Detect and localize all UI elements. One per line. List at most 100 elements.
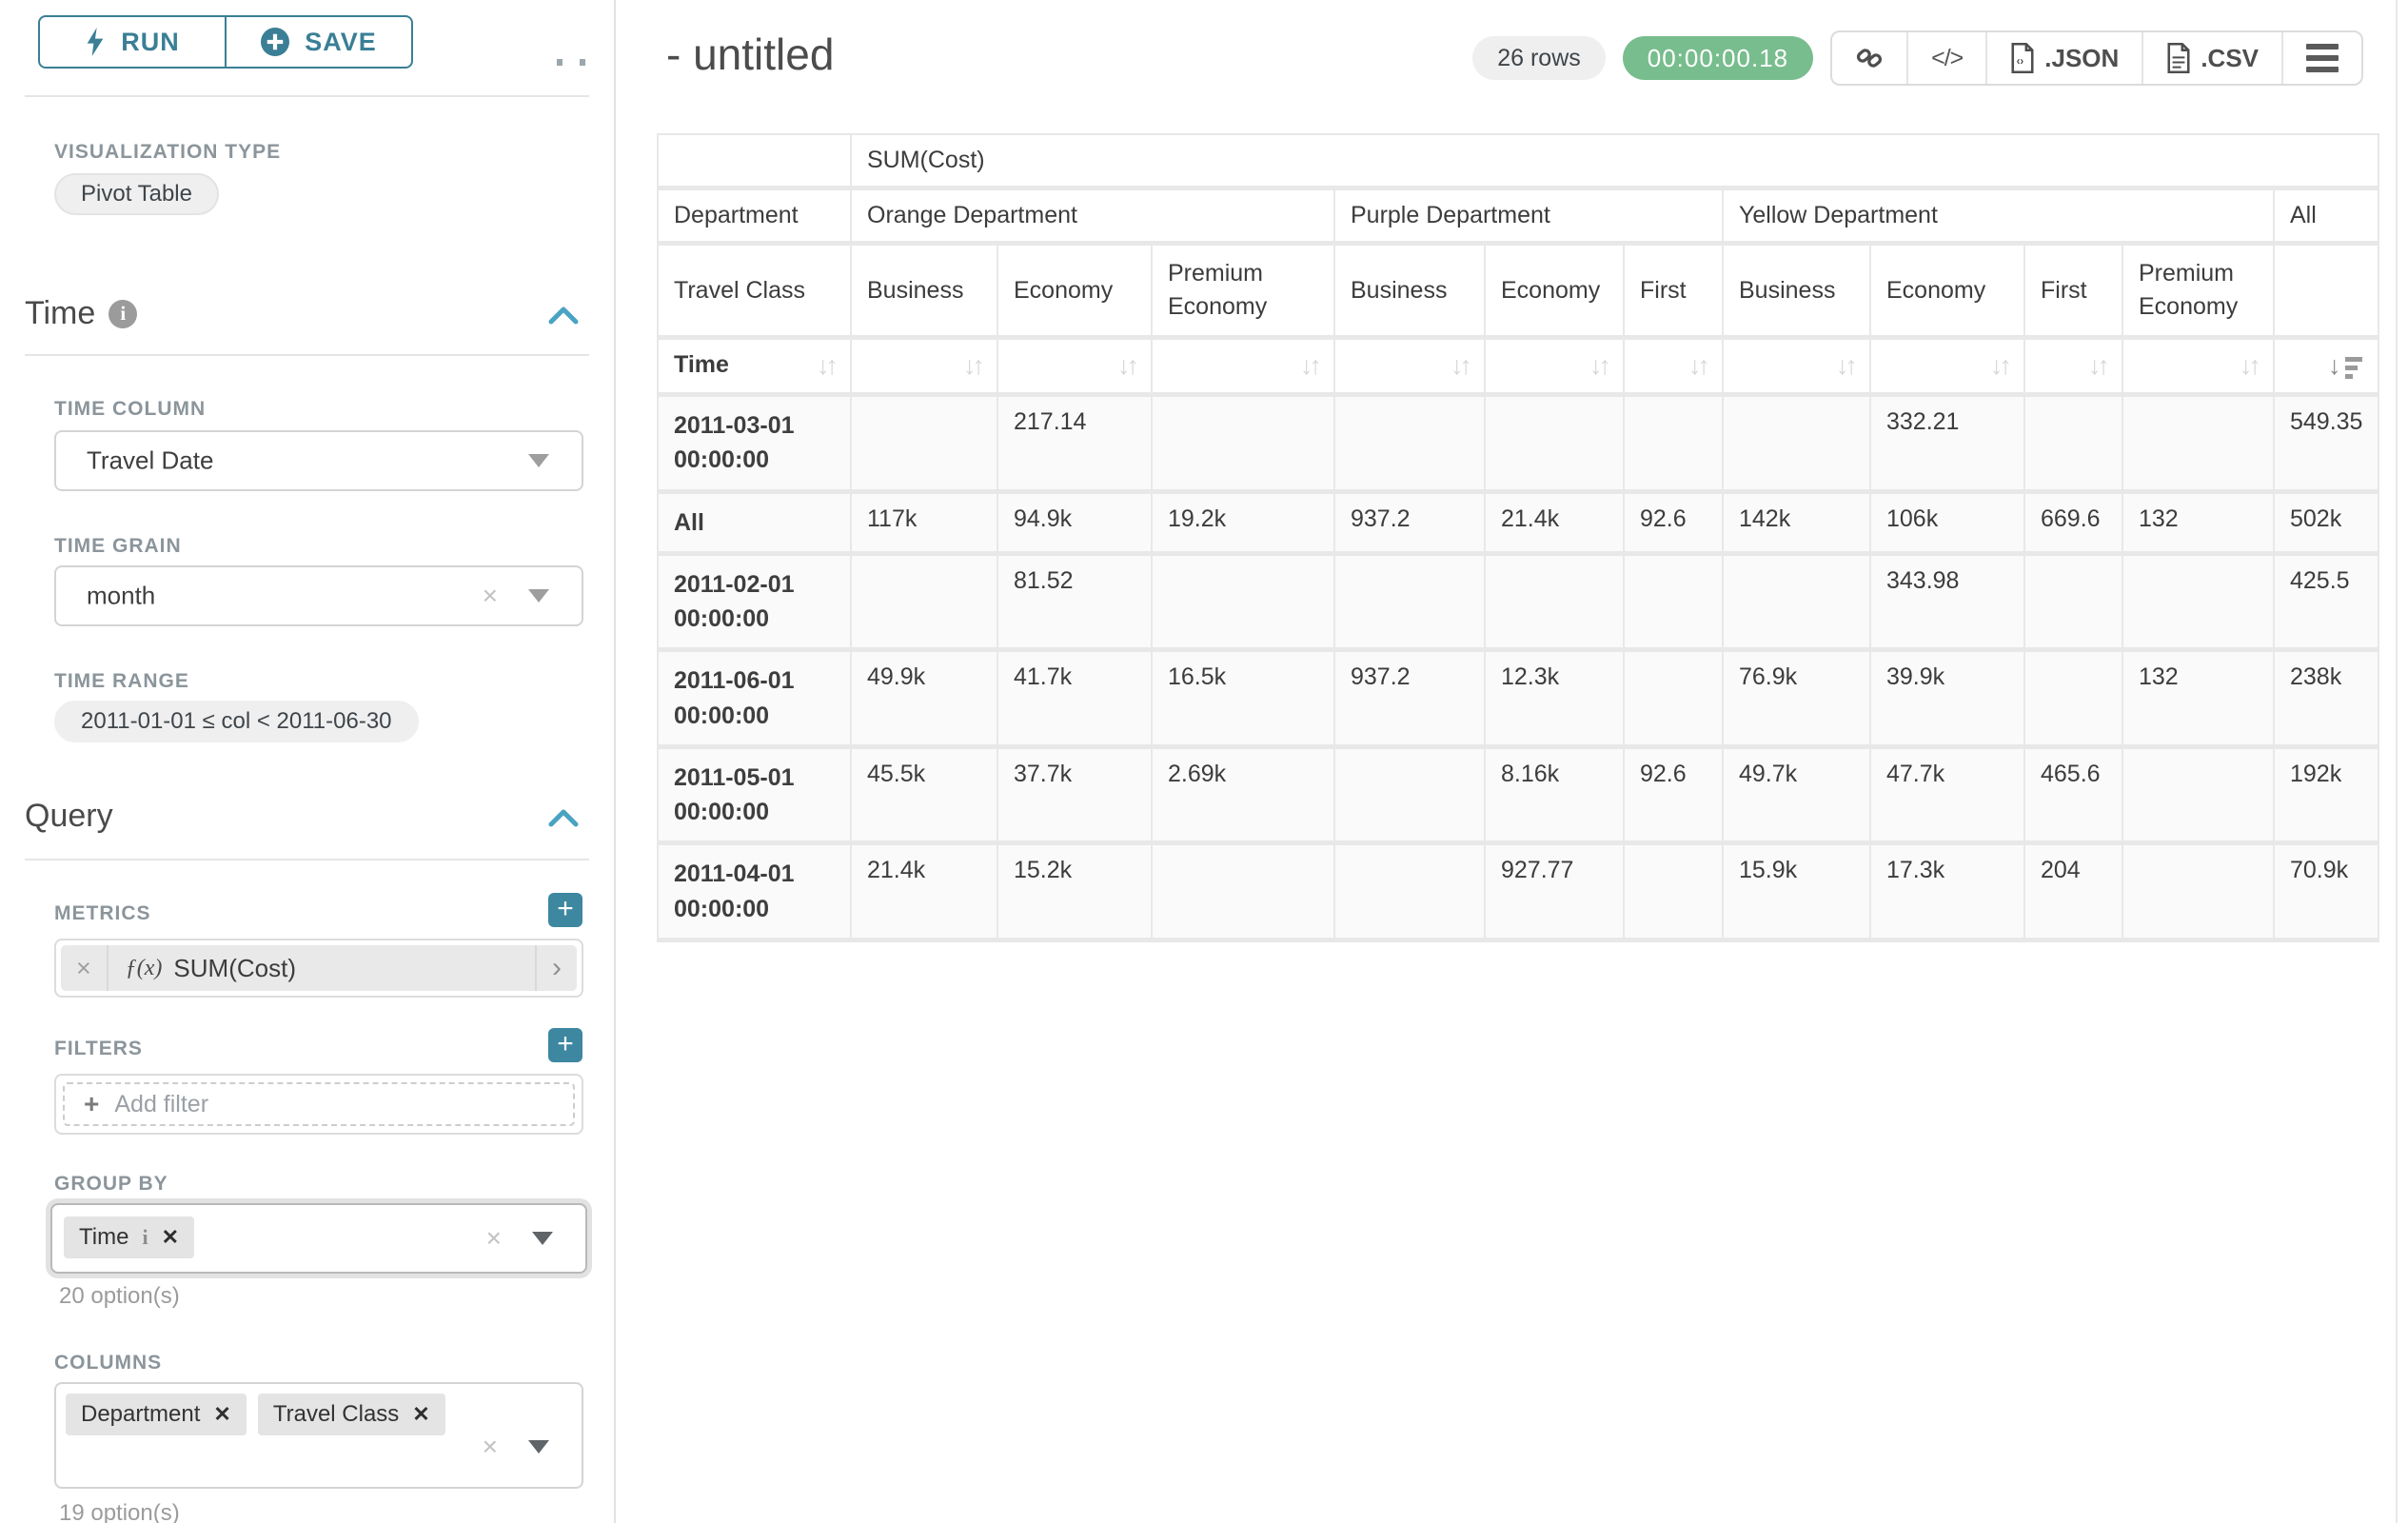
- plus-circle-icon: [261, 28, 290, 56]
- value-cell: 15.2k: [997, 841, 1153, 942]
- value-cell: 19.2k: [1151, 489, 1335, 556]
- run-button[interactable]: RUN: [38, 15, 226, 69]
- column-subheader: Economy: [1484, 242, 1625, 340]
- share-link-button[interactable]: [1832, 32, 1906, 84]
- chevron-down-icon[interactable]: [528, 1440, 549, 1454]
- sortable-column-header[interactable]: ↓↑: [1722, 336, 1871, 397]
- collapse-chevron-icon[interactable]: [547, 305, 580, 326]
- chart-title[interactable]: - untitled: [666, 30, 835, 79]
- time-range-pill[interactable]: 2011-01-01 ≤ col < 2011-06-30: [54, 701, 419, 742]
- clear-icon[interactable]: ×: [485, 1223, 502, 1253]
- add-filter-dropzone[interactable]: + Add filter: [63, 1082, 575, 1126]
- chevron-down-icon: [528, 589, 549, 603]
- value-cell: [1722, 552, 1871, 653]
- group-by-options-hint: 20 option(s): [59, 1283, 180, 1309]
- value-cell: [850, 393, 998, 494]
- chevron-down-icon[interactable]: [532, 1232, 553, 1245]
- sort-icon: ↓↑: [817, 351, 839, 380]
- save-button[interactable]: SAVE: [226, 15, 413, 69]
- remove-tag-icon[interactable]: ✕: [161, 1225, 180, 1249]
- export-json-button[interactable]: ‹› .JSON: [1985, 32, 2142, 84]
- view-query-button[interactable]: </>: [1906, 32, 1985, 84]
- metric-pill[interactable]: × ƒ(x) SUM(Cost) ›: [61, 945, 577, 991]
- add-metric-button[interactable]: +: [548, 893, 582, 927]
- time-section-header[interactable]: Time i: [25, 295, 138, 332]
- value-cell: [1722, 393, 1871, 494]
- value-cell: [1623, 552, 1724, 653]
- sort-icon: ↓↑: [1990, 351, 2012, 380]
- metric-header: SUM(Cost): [849, 133, 2380, 190]
- export-csv-button[interactable]: .CSV: [2142, 32, 2281, 84]
- sort-icon: ↓↑: [1589, 351, 1611, 380]
- value-cell: 502k: [2272, 489, 2380, 556]
- sortable-row-header[interactable]: Time ↓↑: [657, 336, 852, 397]
- clear-icon[interactable]: ×: [482, 581, 498, 610]
- sortable-column-header[interactable]: ↓↑: [997, 336, 1153, 397]
- remove-tag-icon[interactable]: ✕: [213, 1402, 231, 1426]
- add-filter-button[interactable]: +: [548, 1028, 582, 1062]
- column-subheader: [2272, 242, 2380, 340]
- value-cell: [1484, 552, 1625, 653]
- sortable-column-header[interactable]: ↓↑: [1484, 336, 1625, 397]
- row-count-badge: 26 rows: [1472, 36, 1606, 80]
- value-cell: 204: [2023, 841, 2123, 942]
- more-menu-button[interactable]: [2281, 32, 2361, 84]
- pivot-table-container: SUM(Cost) Department Orange Department Purp…: [657, 133, 2380, 942]
- remove-metric-icon[interactable]: ×: [61, 945, 109, 991]
- collapse-chevron-icon[interactable]: [547, 807, 580, 828]
- sortable-column-header[interactable]: ↓↑: [850, 336, 998, 397]
- selected-option-tag[interactable]: Time i ✕: [64, 1216, 195, 1258]
- selected-option-tag[interactable]: Department ✕: [66, 1394, 247, 1435]
- sort-icon: ↓↑: [2088, 351, 2110, 380]
- sortable-column-header[interactable]: ↓↑: [1333, 336, 1486, 397]
- time-grain-select[interactable]: month ×: [54, 565, 583, 626]
- divider: [25, 859, 589, 860]
- column-group-header: All: [2272, 187, 2380, 246]
- table-row: 2011-04-01 00:00:00 21.4k 15.2k 927.77 15.9k 1…: [657, 841, 2380, 942]
- remove-tag-icon[interactable]: ✕: [412, 1402, 430, 1426]
- value-cell: 343.98: [1869, 552, 2025, 653]
- table-row: 2011-03-01 00:00:00 217.14 332.21 549.35: [657, 393, 2380, 494]
- clear-icon[interactable]: ×: [482, 1432, 498, 1461]
- divider: [25, 354, 589, 356]
- value-cell: 12.3k: [1484, 648, 1625, 749]
- group-by-select[interactable]: Time i ✕ ×: [50, 1203, 587, 1274]
- value-cell: 2.69k: [1151, 745, 1335, 846]
- query-section-title: Query: [25, 798, 113, 834]
- sortable-column-header[interactable]: ↓↑: [1151, 336, 1335, 397]
- value-cell: 15.9k: [1722, 841, 1871, 942]
- control-panel-sidebar: Chart Type RUN SAVE VISUALIZATION TYPE P…: [0, 0, 616, 1523]
- visualization-type-pill[interactable]: Pivot Table: [54, 173, 219, 215]
- panel-edge: [2396, 0, 2398, 1523]
- time-range-label: TIME RANGE: [54, 670, 189, 692]
- value-cell: 49.9k: [850, 648, 998, 749]
- sort-desc-active-icon: ↓: [2328, 353, 2363, 379]
- sortable-column-header[interactable]: ↓↑: [2122, 336, 2275, 397]
- value-cell: 106k: [1869, 489, 2025, 556]
- query-section-header[interactable]: Query: [25, 798, 113, 835]
- sortable-column-header[interactable]: ↓↑: [1869, 336, 2025, 397]
- value-cell: 425.5: [2272, 552, 2380, 653]
- selected-option-tag[interactable]: Travel Class ✕: [257, 1394, 445, 1435]
- json-file-icon: ‹›: [2011, 43, 2034, 73]
- sort-icon: ↓↑: [1836, 351, 1858, 380]
- sortable-column-header[interactable]: ↓: [2272, 336, 2380, 397]
- value-cell: [1484, 393, 1625, 494]
- value-cell: 70.9k: [2272, 841, 2380, 942]
- edit-metric-chevron-icon[interactable]: ›: [535, 945, 577, 991]
- time-column-select[interactable]: Travel Date: [54, 430, 583, 491]
- value-cell: 669.6: [2023, 489, 2123, 556]
- sortable-column-header[interactable]: ↓↑: [1623, 336, 1724, 397]
- chart-type-collapse-chevron-icon[interactable]: [557, 59, 585, 66]
- chart-area: - untitled 26 rows 00:00:00.18 </> ‹› .J…: [618, 0, 2408, 1523]
- query-result-toolbar: 26 rows 00:00:00.18 </> ‹› .JSON .CSV: [1472, 30, 2363, 86]
- metrics-container: × ƒ(x) SUM(Cost) ›: [54, 939, 583, 998]
- column-subheader: Economy: [997, 242, 1153, 340]
- info-icon: i: [109, 299, 138, 328]
- export-button-group: </> ‹› .JSON .CSV: [1830, 30, 2363, 86]
- column-group-header: Orange Department: [850, 187, 1335, 246]
- column-subheader: First: [2023, 242, 2123, 340]
- sortable-column-header[interactable]: ↓↑: [2023, 336, 2123, 397]
- columns-select[interactable]: Department ✕ Travel Class ✕ ×: [54, 1382, 583, 1489]
